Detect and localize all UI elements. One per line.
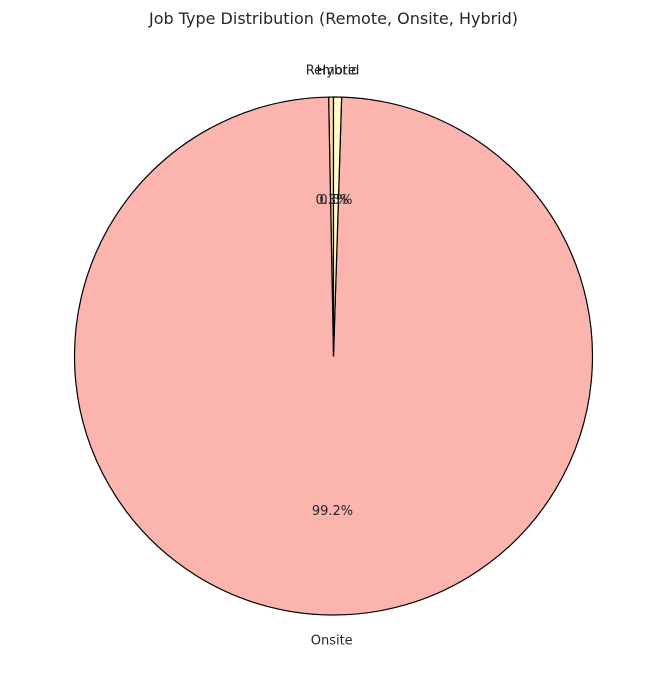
slice-label-hybrid: Hybrid: [317, 64, 360, 79]
slice-label-remote: Remote: [306, 64, 356, 79]
pie-slices: [73, 96, 594, 616]
pie-slice-hybrid: [332, 96, 343, 357]
slice-percent-onsite: 99.2%: [312, 504, 353, 519]
slice-percent-hybrid: 0.5%: [319, 193, 352, 208]
slice-label-onsite: Onsite: [311, 633, 353, 648]
chart-title: Job Type Distribution (Remote, Onsite, H…: [148, 9, 518, 28]
pie-labels: Remote 0.3% Onsite 99.2% Hybrid 0.5%: [306, 64, 360, 649]
slice-percent-remote: 0.3%: [316, 193, 349, 208]
